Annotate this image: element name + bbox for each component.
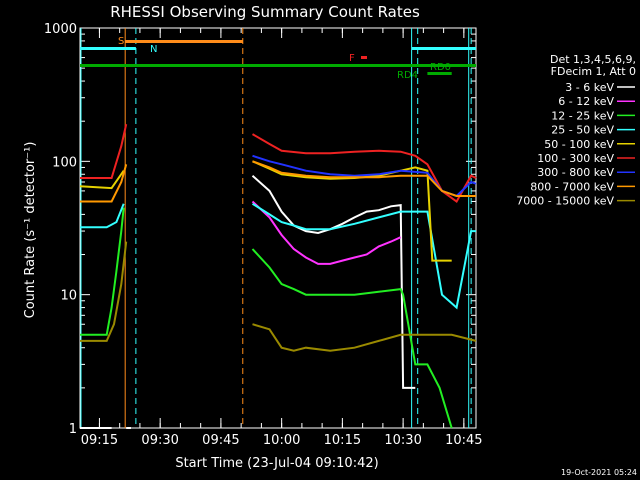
flag-bar-n	[80, 47, 136, 50]
series-line-8	[252, 160, 476, 197]
y-axis: 1 10 100 1000	[44, 22, 476, 437]
series-line-9	[252, 323, 477, 352]
x-axis: 09:15 09:30 09:45 10:00 10:15 10:30 10:45	[81, 28, 483, 448]
series-line-3	[80, 207, 125, 336]
legend-label: 300 - 800 keV	[537, 166, 614, 179]
flag-bars: S N F RD0 RD4	[80, 36, 476, 81]
series-line-6	[251, 133, 477, 203]
legend-label: 100 - 300 keV	[537, 152, 614, 165]
legend-label: 50 - 100 keV	[544, 138, 614, 151]
series-line-4	[251, 202, 476, 310]
series-line-9	[80, 241, 128, 342]
y-tick-label: 1000	[44, 22, 77, 37]
flag-bar-n	[411, 47, 476, 50]
series-line-8	[80, 164, 128, 203]
flag-bar-rd4	[427, 72, 452, 75]
x-tick-label: 10:45	[445, 433, 482, 448]
y-tick-label: 1	[69, 422, 77, 437]
legend-label: 25 - 50 keV	[551, 124, 614, 137]
flag-bar-f	[361, 56, 367, 59]
x-axis-label: Start Time (23-Jul-04 09:10:42)	[175, 456, 378, 471]
y-axis-label: Count Rate (s⁻¹ detector⁻¹)	[23, 142, 38, 319]
y-tick-label: 100	[52, 155, 77, 170]
series-lines	[79, 123, 477, 429]
x-tick-label: 09:30	[141, 433, 178, 448]
x-tick-label: 10:15	[324, 433, 361, 448]
flag-label: F	[349, 53, 355, 64]
legend-header: FDecim 1, Att 0	[551, 65, 636, 78]
flag-label: RD4	[397, 70, 418, 81]
flag-label: S	[118, 36, 124, 47]
legend-label: 7000 - 15000 keV	[516, 195, 614, 208]
legend-label: 12 - 25 keV	[551, 109, 614, 122]
series-line-2	[251, 200, 402, 265]
series-line-1	[251, 174, 416, 389]
flag-label: RD0	[430, 62, 451, 73]
flag-bar-rd0	[80, 64, 476, 67]
flag-label: N	[150, 44, 157, 55]
legend-label: 6 - 12 keV	[558, 95, 614, 108]
legend-header: Det 1,3,4,5,6,9,	[550, 53, 636, 66]
legend-label: 3 - 6 keV	[565, 81, 614, 94]
series-line-5	[79, 170, 125, 190]
timestamp: 19-Oct-2021 05:24	[561, 468, 637, 477]
legend-label: 800 - 7000 keV	[530, 180, 614, 193]
x-tick-label: 09:45	[202, 433, 239, 448]
x-tick-label: 10:00	[263, 433, 300, 448]
series-line-6	[80, 123, 128, 179]
x-tick-label: 10:30	[384, 433, 421, 448]
series-line-3	[251, 248, 453, 429]
x-tick-label: 09:15	[81, 433, 118, 448]
y-tick-label: 10	[60, 289, 77, 304]
legend: Det 1,3,4,5,6,9,FDecim 1, Att 0 3 - 6 keV…	[516, 53, 636, 208]
chart-title: RHESSI Observing Summary Count Rates	[110, 3, 420, 21]
series-line-4	[80, 203, 125, 229]
flag-bar-s	[125, 40, 243, 43]
